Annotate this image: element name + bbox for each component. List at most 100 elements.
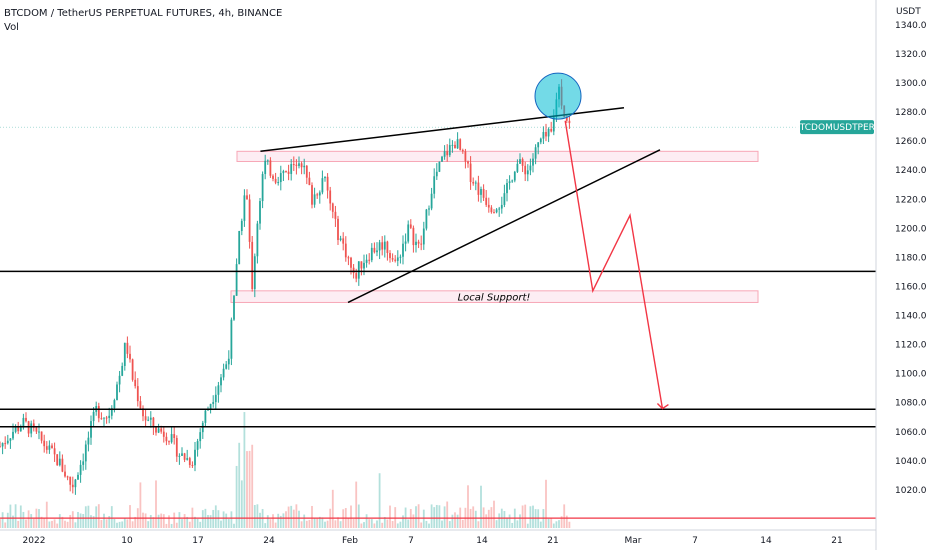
candle-body (194, 449, 196, 466)
candle-body (69, 476, 72, 485)
candle-body (100, 418, 103, 420)
volume-bar (155, 480, 157, 528)
candle-body (337, 218, 339, 241)
candle-body (238, 230, 241, 265)
candle-body (227, 358, 230, 365)
candle-body (503, 193, 506, 205)
volume-bar (17, 520, 20, 528)
volume-bar (487, 509, 490, 528)
candle-body (438, 161, 441, 172)
volume-bar (438, 505, 441, 528)
volume-bar (287, 506, 290, 528)
candle-body (233, 295, 235, 320)
volume-bar (92, 516, 95, 528)
volume-bar (110, 506, 113, 528)
volume-bar (121, 521, 124, 528)
candle-body (129, 353, 131, 360)
candle-body (279, 173, 282, 183)
volume-bar (474, 510, 477, 528)
volume-bar (311, 505, 313, 528)
volume-bar (201, 510, 204, 528)
volume-bar (61, 516, 64, 528)
volume-bar (381, 522, 384, 528)
x-tick-label: 10 (121, 536, 133, 546)
candle-body (240, 220, 243, 231)
y-tick-label: 1120.0 (895, 341, 927, 351)
volume-bar (547, 518, 550, 528)
volume-bar (51, 520, 53, 528)
volume-bar (373, 523, 376, 528)
candle-body (212, 402, 215, 404)
candle-body (550, 128, 553, 132)
volume-bar (238, 442, 241, 528)
price-axis-panel (876, 0, 932, 550)
volume-bar (77, 511, 79, 528)
candle-body (79, 464, 82, 475)
candle-body (308, 177, 311, 186)
symbol-tag (800, 120, 874, 135)
y-tick-label: 1220.0 (895, 195, 927, 205)
volume-bar (48, 521, 51, 528)
volume-bar (84, 506, 87, 528)
volume-bar (391, 521, 394, 528)
volume-bar (144, 513, 147, 528)
candle-body (500, 204, 503, 209)
volume-bar (360, 523, 363, 528)
candle-body (355, 273, 358, 279)
volume-bar (160, 513, 163, 528)
volume-bar (503, 511, 506, 528)
candle-body (90, 421, 92, 438)
volume-bar (212, 509, 215, 528)
candle-body (300, 163, 303, 168)
candle-body (521, 159, 524, 166)
candle-body (74, 479, 77, 488)
candle-body (17, 426, 20, 432)
volume-bar (95, 506, 98, 528)
candle-body (272, 175, 274, 179)
candle-body (147, 419, 150, 421)
candle-body (425, 209, 428, 229)
candle-body (222, 368, 225, 378)
volume-bar (19, 505, 22, 528)
y-tick-label: 1140.0 (895, 312, 927, 322)
volume-bar (506, 517, 508, 528)
y-tick-label: 1180.0 (895, 253, 927, 263)
volume-bar (0, 519, 1, 528)
volume-bar (565, 515, 568, 528)
candle-body (264, 160, 267, 175)
candle-body (428, 208, 430, 210)
candle-body (92, 411, 95, 422)
candle-body (285, 171, 287, 173)
candle-body (516, 163, 519, 172)
candle-body (396, 257, 399, 261)
volume-bar (149, 515, 152, 528)
volume-bar (64, 520, 66, 528)
volume-bar (339, 521, 342, 528)
volume-bar (435, 504, 438, 528)
lower-trendline (347, 149, 661, 304)
volume-bar (545, 479, 547, 528)
volume-bar (53, 519, 56, 528)
volume-bar (415, 506, 417, 528)
volume-bar (321, 517, 324, 528)
candle-body (12, 431, 14, 439)
candle-body (381, 242, 384, 250)
candle-body (360, 261, 363, 269)
volume-bar (461, 519, 464, 528)
volume-bar (430, 504, 433, 528)
candle-body (526, 170, 529, 175)
candle-body (415, 241, 417, 246)
volume-bar (446, 501, 449, 528)
candle-body (121, 365, 124, 376)
projection-path (564, 120, 664, 409)
volume-bar (196, 518, 199, 528)
volume-bar (324, 521, 326, 528)
chart-title: BTCDOM / TetherUS PERPETUAL FUTURES, 4h,… (4, 8, 283, 19)
volume-bar (292, 509, 295, 528)
volume-bar (108, 516, 111, 528)
candle-body (376, 250, 378, 253)
candle-body (0, 446, 1, 448)
candle-body (472, 181, 475, 184)
candle-body (493, 212, 495, 214)
